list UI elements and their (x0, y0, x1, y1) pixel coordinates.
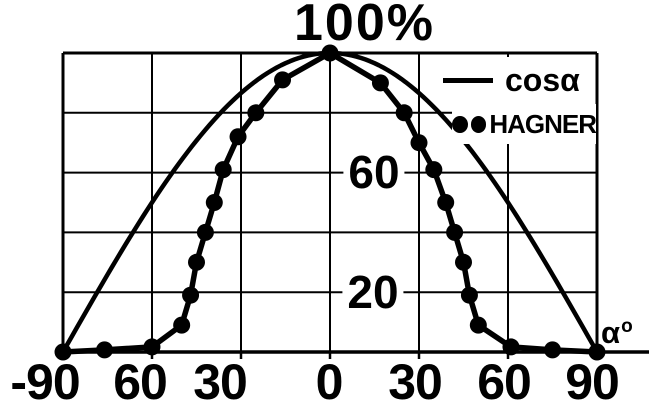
hagner-data-point--60deg (143, 338, 161, 356)
hagner-data-point--50deg (173, 316, 191, 334)
hagner-data-point-75deg (544, 341, 561, 359)
hagner-data-point-39deg (437, 194, 455, 211)
legend-label-hagner: HAGNER (489, 108, 597, 139)
hagner-data-point-25deg (395, 104, 413, 122)
hagner-data-point--31deg (229, 128, 247, 146)
hagner-data-point--36deg (214, 161, 232, 179)
hagner-data-point-50deg (469, 316, 487, 334)
legend-label-cos: cosα (505, 62, 580, 98)
hagner-data-point--42deg (196, 223, 214, 241)
y-axis-label-100: 100% (294, 0, 435, 52)
hagner-data-point-61deg (502, 338, 520, 356)
x-tick-label: 0 (315, 354, 344, 409)
hagner-data-point-45deg (455, 253, 472, 271)
y-axis-label-60: 60 (343, 149, 405, 195)
hagner-data-point--25deg (247, 104, 265, 122)
hagner-data-point--90deg (54, 343, 72, 361)
hagner-data-point--39deg (205, 194, 223, 211)
x-tick-label: 30 (193, 354, 248, 409)
x-tick-label: 30 (388, 354, 443, 409)
x-tick-label: -90 (10, 354, 80, 409)
hagner-data-point-90deg (588, 343, 606, 361)
hagner-dot-swatch-icon (470, 115, 487, 133)
hagner-data-point-0deg (321, 44, 339, 62)
degree-superscript: o (621, 316, 633, 337)
hagner-data-point--45deg (188, 253, 205, 271)
cos-line-swatch-icon (443, 78, 493, 83)
hagner-data-point-42deg (446, 223, 464, 241)
hagner-data-point--16deg (274, 71, 292, 89)
alpha-symbol: α (601, 315, 621, 350)
x-tick-label: 60 (477, 354, 532, 409)
legend-item-hagner: HAGNER (452, 104, 597, 144)
hagner-data-point--47deg (182, 286, 200, 304)
x-tick-label: 90 (565, 354, 620, 409)
hagner-dot-swatch-icon (452, 115, 468, 133)
hagner-data-point-30deg (410, 134, 428, 152)
x-tick-label: 60 (113, 354, 168, 409)
x-axis-unit-label: αo (601, 315, 633, 350)
hagner-data-point-35deg (425, 161, 443, 179)
legend-item-cos: cosα (438, 57, 588, 104)
hagner-data-point--76deg (96, 341, 114, 359)
hagner-data-point-47deg (460, 286, 478, 304)
y-axis-label-20: 20 (342, 269, 404, 315)
hagner-data-point-17deg (371, 74, 389, 92)
